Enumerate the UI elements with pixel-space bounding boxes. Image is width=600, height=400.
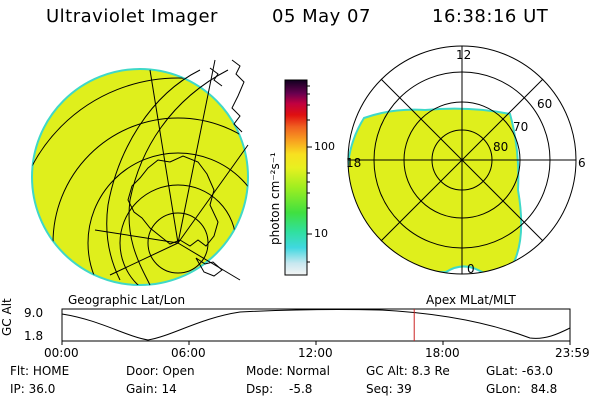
time-tick-1800: 18:00 xyxy=(425,346,460,360)
status-seq: Seq: 39 xyxy=(366,382,412,396)
status-gcalt: GC Alt: 8.3 Re xyxy=(366,364,450,378)
altitude-axis-label: GC Alt xyxy=(0,298,14,336)
status-glon-value: 84.8 xyxy=(530,382,558,396)
time-tick-0600: 06:00 xyxy=(171,346,206,360)
status-gcalt-label: GC Alt: xyxy=(366,364,408,378)
status-flt: Flt: HOME xyxy=(10,364,69,378)
color-scale-unit: photon cm⁻²s⁻¹ xyxy=(268,152,282,245)
time-tick-0000: 00:00 xyxy=(44,346,79,360)
status-ip: IP: 36.0 xyxy=(10,382,55,396)
time-tick-1200: 12:00 xyxy=(298,346,333,360)
lat-label-60: 60 xyxy=(537,97,553,111)
status-glat: GLat: -63.0 xyxy=(486,364,553,378)
color-scale xyxy=(284,79,312,276)
status-glon: GLon: 84.8 xyxy=(486,382,557,396)
status-mode: Mode: Normal xyxy=(246,364,330,378)
polar-image xyxy=(347,45,577,275)
status-seq-label: Seq: xyxy=(366,382,393,396)
status-flt-label: Flt: xyxy=(10,364,29,378)
status-mode-value: Normal xyxy=(286,364,330,378)
status-dsp-label: Dsp: xyxy=(246,382,274,396)
geographic-image xyxy=(30,59,250,287)
scale-tick-100: 100 xyxy=(314,140,335,153)
altitude-tick-high: 9.0 xyxy=(24,306,44,320)
status-glat-label: GLat: xyxy=(486,364,519,378)
status-dsp: Dsp: -5.8 xyxy=(246,382,312,396)
status-ip-value: 36.0 xyxy=(28,382,56,396)
lat-label-70: 70 xyxy=(513,120,529,134)
status-glon-label: GLon: xyxy=(486,382,521,396)
left-panel-caption: Geographic Lat/Lon xyxy=(68,293,186,307)
status-gain-value: 14 xyxy=(161,382,177,396)
status-flt-value: HOME xyxy=(32,364,70,378)
mlt-label-00: 0 xyxy=(467,262,475,276)
scale-tick-10: 10 xyxy=(314,227,328,240)
time-tick-2359: 23:59 xyxy=(555,346,590,360)
mlt-label-06: 6 xyxy=(578,156,586,170)
status-mode-label: Mode: xyxy=(246,364,283,378)
right-panel-caption: Apex MLat/MLT xyxy=(426,293,516,307)
status-seq-value: 39 xyxy=(396,382,412,396)
altitude-tick-low: 1.8 xyxy=(24,329,44,343)
status-gain: Gain: 14 xyxy=(126,382,177,396)
status-door-value: Open xyxy=(162,364,195,378)
date-label: 05 May 07 xyxy=(272,6,371,27)
altitude-track xyxy=(61,308,571,345)
instrument-title: Ultraviolet Imager xyxy=(46,6,218,27)
status-door: Door: Open xyxy=(126,364,195,378)
status-ip-label: IP: xyxy=(10,382,25,396)
left-emission-area xyxy=(30,67,250,287)
status-glat-value: -63.0 xyxy=(521,364,553,378)
lat-label-80: 80 xyxy=(493,140,509,154)
status-dsp-value: -5.8 xyxy=(288,382,313,396)
status-gcalt-value: 8.3 Re xyxy=(411,364,450,378)
time-label: 16:38:16 UT xyxy=(432,6,549,27)
mlt-label-18: 18 xyxy=(346,156,362,170)
status-gain-label: Gain: xyxy=(126,382,158,396)
mlt-label-12: 12 xyxy=(456,48,472,62)
right-emission-area xyxy=(348,107,523,274)
status-door-label: Door: xyxy=(126,364,159,378)
